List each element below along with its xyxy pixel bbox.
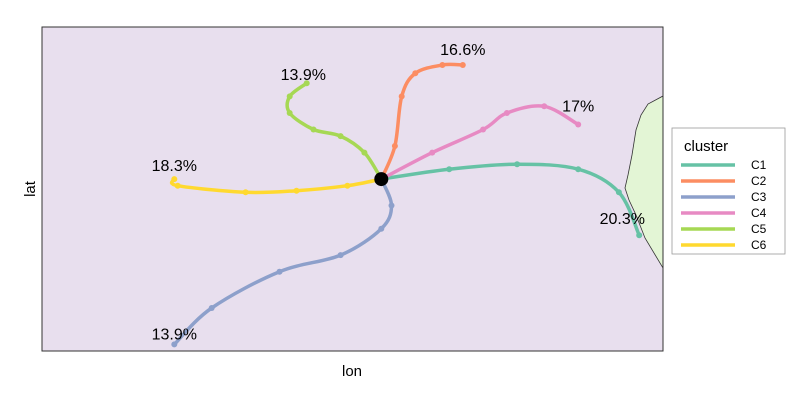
series-point-c6-2 [293, 187, 300, 194]
series-point-c2-5 [459, 62, 466, 68]
series-point-c2-3 [412, 70, 419, 77]
legend-label-c6: C6 [751, 238, 767, 252]
series-point-c5-3 [310, 126, 317, 133]
series-point-c3-2 [378, 225, 385, 232]
series-point-c3-3 [337, 252, 344, 259]
legend-label-c5: C5 [751, 222, 767, 236]
series-point-c5-2 [337, 133, 344, 140]
percentage-labels: 20.3% 16.6% 13.9% 17% 13.9% 18.3% [152, 42, 645, 343]
trajectory-lines [169, 62, 643, 348]
legend-label-c4: C4 [751, 206, 767, 220]
series-point-c4-3 [503, 110, 510, 116]
series-point-c1-5 [636, 232, 643, 239]
series-point-c4-1 [429, 149, 436, 156]
legend-box [671, 127, 786, 255]
percentage-label-c6: 18.3% [152, 158, 197, 175]
series-point-c2-2 [398, 93, 405, 100]
plot-panel [42, 27, 663, 351]
series-point-c4-2 [480, 126, 487, 133]
legend-title: cluster [684, 138, 728, 155]
series-point-c6-1 [344, 182, 351, 189]
series-point-c3-5 [208, 305, 215, 311]
percentage-label-c1: 20.3% [600, 211, 645, 228]
series-line-c4 [379, 104, 580, 181]
panel-border [41, 26, 664, 352]
series-point-c6-5 [171, 176, 178, 183]
legend-label-c2: C2 [751, 174, 767, 188]
legend: cluster C1 C2 C3 C4 C5 C6 [671, 127, 786, 255]
series-point-c2-1 [391, 143, 398, 149]
series-point-c4-5 [575, 121, 582, 128]
series-point-c3-4 [276, 268, 283, 275]
series-point-c6-3 [242, 189, 249, 196]
series-point-c1-1 [446, 166, 453, 173]
land-polygon [624, 95, 663, 269]
series-point-c5-4 [286, 110, 293, 116]
series-point-c5-1 [361, 149, 368, 156]
y-axis-label: lat [22, 180, 39, 197]
series-point-c1-2 [514, 161, 521, 168]
series-point-c6-4 [174, 182, 181, 189]
series-point-c5-6 [303, 80, 310, 87]
series-point-c4-4 [541, 103, 548, 110]
series-point-c1-4 [615, 189, 622, 196]
percentage-label-c4: 17% [562, 98, 594, 115]
series-point-c3-1 [388, 202, 395, 209]
series-point-c3-6 [171, 341, 178, 348]
percentage-label-c5: 13.9% [281, 67, 326, 84]
legend-entries: C1 C2 C3 C4 C5 C6 [681, 158, 767, 252]
legend-label-c1: C1 [751, 158, 767, 172]
x-axis-label: lon [342, 363, 362, 380]
origin-point [374, 172, 389, 187]
legend-label-c3: C3 [751, 190, 767, 204]
series-point-c1-3 [575, 166, 582, 173]
percentage-label-c2: 16.6% [440, 42, 485, 59]
series-point-c2-4 [439, 62, 446, 68]
series-point-c5-5 [286, 93, 293, 100]
percentage-label-c3: 13.9% [152, 327, 197, 344]
